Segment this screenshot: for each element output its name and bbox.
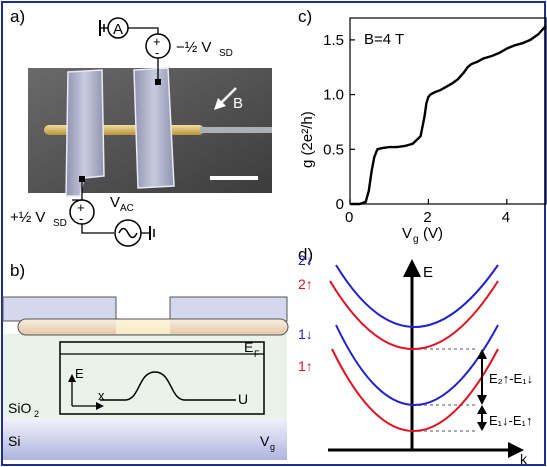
gap-arrow-upper-bottom <box>477 395 487 405</box>
chart-annotation: B=4 T <box>364 31 404 48</box>
y-tick-label: 1.0 <box>323 87 344 104</box>
band-label-2-up: 2↑ <box>298 276 313 292</box>
y-tick-label: 1.5 <box>323 32 344 49</box>
panel-label-b: b) <box>10 261 26 280</box>
k-axis-label: k <box>520 451 528 467</box>
potential-inset <box>59 341 265 415</box>
ac-wave <box>118 227 138 239</box>
panel-label-d: d) <box>298 245 314 264</box>
inset-e-arrowhead <box>68 374 76 382</box>
panel-b-device: E x E F U SiO 2 Si V g <box>2 296 289 460</box>
y-axis-label: g (2e²/h) <box>299 111 316 168</box>
y-tick-label: 0 <box>336 196 344 213</box>
silicon-layer <box>3 418 287 460</box>
scale-bar <box>210 176 258 180</box>
bias-top-sub: SD <box>219 48 233 59</box>
source-bottom-minus: - <box>79 211 83 226</box>
bias-bottom-sub: SD <box>53 218 67 229</box>
source-bottom-plus: + <box>77 200 85 215</box>
field-arrowhead <box>214 98 226 110</box>
inset-x-arrowhead <box>96 402 104 410</box>
inset-x-label: x <box>98 388 105 403</box>
gate-voltage-sub: g <box>270 442 275 452</box>
vac-label: V <box>110 194 120 211</box>
silicon-label: Si <box>8 433 20 449</box>
oxide-label: SiO <box>8 400 31 416</box>
e-axis-arrowhead <box>403 259 421 277</box>
nanowire-tail <box>200 127 272 133</box>
band-label-1-down: 1↓ <box>298 326 313 342</box>
panel-label-a: a) <box>10 7 26 26</box>
wire-top-2 <box>128 27 159 34</box>
potential-label: U <box>238 391 248 407</box>
gap-label-lower: E₁↓-E₁↑ <box>489 413 532 428</box>
contact-bottom <box>79 176 85 182</box>
series-line <box>350 24 547 206</box>
x-axis-label-sub: g <box>413 234 419 245</box>
gate-right <box>133 67 175 189</box>
electrode-right <box>169 296 288 322</box>
plot-frame <box>349 17 547 205</box>
x-axis-unit: (V) <box>423 225 443 242</box>
band-2-up <box>329 280 499 350</box>
x-tick-label: 0 <box>345 209 353 226</box>
panel-label-c: c) <box>298 7 313 26</box>
field-arrow <box>219 87 237 105</box>
band-2-down <box>335 264 499 328</box>
band-label-2-down: 2↓ <box>298 252 313 268</box>
panel-d-bands: E k 2↓ 2↑ 1↓ 1↑ E₂↑-E₁↓ E₁↓-E₁↑ <box>298 252 533 467</box>
wire-bot-2 <box>81 224 114 234</box>
x-axis-label: V <box>402 225 412 242</box>
panel-c-chart: 0 2 4 0 0.5 1.0 1.5 B=4 T g (2e²/h) V g (V) <box>299 17 547 245</box>
field-label: B <box>233 95 243 112</box>
fermi-label: E <box>244 339 253 355</box>
bias-top: −½ V <box>176 39 211 56</box>
bias-bottom: +½ V <box>10 209 45 226</box>
oxide-sub: 2 <box>34 409 39 419</box>
nanowire-gated-region <box>116 320 170 334</box>
y-tick-label: 0.5 <box>323 141 344 158</box>
e-axis-label: E <box>423 264 433 281</box>
fermi-sub: F <box>254 349 260 359</box>
band-1-down <box>335 324 499 406</box>
ammeter-symbol: A <box>113 21 123 38</box>
potential-curve <box>100 371 236 401</box>
electrode-left <box>2 296 117 322</box>
gap-arrow-upper-top <box>477 349 487 359</box>
x-tick-label: 2 <box>423 209 431 226</box>
contact-top <box>155 79 161 85</box>
panel-a-circuit: B A + - −½ V SD + - +½ V SD V AC <box>10 17 272 247</box>
k-axis-arrowhead <box>508 442 524 458</box>
gap-arrow-lower-bottom <box>477 422 487 431</box>
gap-label-upper: E₂↑-E₁↓ <box>489 371 533 386</box>
x-tick-label: 4 <box>502 209 510 226</box>
source-top-plus: + <box>153 34 161 49</box>
gate-voltage-label: V <box>260 433 270 449</box>
gap-arrow-lower-top <box>477 405 487 414</box>
source-top-minus: - <box>155 45 159 60</box>
band-1-up <box>331 348 499 432</box>
inset-e-label: E <box>75 366 84 381</box>
vac-sub: AC <box>120 203 134 214</box>
band-label-1-up: 1↑ <box>298 358 313 374</box>
chart-ticks: 0 2 4 0 0.5 1.0 1.5 <box>323 32 510 226</box>
